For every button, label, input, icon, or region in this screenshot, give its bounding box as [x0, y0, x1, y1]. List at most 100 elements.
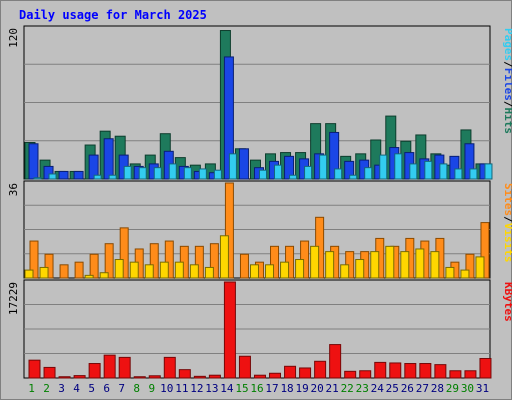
bar-visits-sites-14: [219, 235, 229, 279]
bar-hits-pages-5: [93, 174, 102, 180]
bar-kbytes-kbytes-19: [299, 367, 312, 379]
bar-kbytes-kbytes-10: [163, 356, 176, 379]
bar-kbytes-kbytes-12: [193, 375, 206, 379]
ymax-label-hits: 120: [7, 28, 20, 48]
bar-hits-files-1: [28, 143, 39, 180]
bar-hits-pages-18: [289, 174, 298, 180]
x-tick-label-5: 5: [88, 382, 95, 395]
bar-visits-visits-9: [149, 243, 159, 279]
bar-hits-files-6: [103, 138, 114, 180]
bar-visits-sites-22: [340, 264, 350, 279]
right-label-part: Visits: [502, 223, 512, 263]
bar-visits-sites-8: [129, 261, 139, 279]
bar-visits-sites-26: [400, 251, 410, 279]
bar-kbytes-kbytes-27: [419, 363, 432, 379]
x-tick-label-27: 27: [416, 382, 429, 395]
bar-visits-visits-4: [74, 261, 84, 279]
x-tick-label-10: 10: [160, 382, 173, 395]
x-tick-label-15: 15: [235, 382, 248, 395]
bar-hits-pages-2: [48, 173, 57, 180]
x-tick-label-13: 13: [205, 382, 218, 395]
bar-visits-sites-24: [370, 251, 380, 279]
bar-kbytes-kbytes-13: [208, 374, 221, 379]
x-tick-label-1: 1: [28, 382, 35, 395]
right-label-part: KBytes: [502, 282, 512, 322]
bar-hits-pages-1: [33, 177, 42, 180]
bar-visits-visits-13: [209, 243, 219, 279]
panel-visits: 36 Sites/Visits: [7, 180, 512, 279]
x-tick-label-17: 17: [265, 382, 278, 395]
x-tick-label-23: 23: [356, 382, 369, 395]
bar-kbytes-kbytes-28: [434, 364, 447, 379]
bar-kbytes-kbytes-22: [344, 370, 357, 379]
bar-visits-sites-31: [475, 256, 485, 279]
bar-hits-pages-27: [424, 160, 433, 180]
x-tick-label-8: 8: [133, 382, 140, 395]
bar-kbytes-kbytes-23: [359, 370, 372, 379]
bar-visits-sites-21: [325, 251, 335, 279]
panel-kbytes: 17229 KBytes: [7, 279, 512, 379]
bar-visits-sites-1: [24, 269, 34, 279]
right-label-part: Files: [502, 68, 512, 101]
bar-kbytes-kbytes-16: [253, 374, 266, 379]
bar-hits-pages-20: [319, 154, 328, 180]
bar-visits-visits-1: [29, 240, 39, 279]
bar-visits-visits-12: [194, 245, 204, 279]
x-tick-label-25: 25: [386, 382, 399, 395]
bar-hits-pages-13: [213, 169, 222, 180]
bar-visits-sites-11: [174, 261, 184, 279]
bar-visits-sites-18: [280, 261, 290, 279]
bar-hits-pages-26: [409, 163, 418, 180]
bar-kbytes-kbytes-30: [464, 370, 477, 379]
bar-hits-pages-16: [258, 169, 267, 180]
bar-visits-sites-20: [310, 245, 320, 279]
bar-visits-visits-3: [59, 264, 69, 279]
right-label-part: Hits: [502, 108, 512, 135]
bar-hits-files-4: [73, 170, 84, 180]
bar-hits-pages-24: [379, 154, 388, 180]
bar-visits-sites-27: [415, 248, 425, 279]
bar-hits-pages-21: [334, 168, 343, 180]
bar-hits-pages-29: [454, 168, 463, 180]
bar-visits-sites-23: [355, 259, 365, 279]
bar-kbytes-kbytes-1: [28, 359, 41, 379]
bar-visits-sites-28: [430, 251, 440, 279]
ymax-label-kbytes: 17229: [7, 282, 20, 315]
bar-kbytes-kbytes-8: [133, 376, 146, 379]
bar-visits-visits-14: [224, 182, 234, 279]
bar-visits-visits-31: [480, 222, 490, 279]
bar-hits-pages-9: [153, 167, 162, 180]
bar-visits-sites-9: [144, 264, 154, 279]
bar-hits-pages-25: [394, 153, 403, 180]
right-label-part: Pages: [502, 28, 512, 61]
bar-hits-pages-23: [364, 167, 373, 180]
right-label-part: /: [502, 101, 512, 108]
bar-kbytes-kbytes-3: [58, 376, 71, 379]
bar-visits-sites-7: [114, 259, 124, 279]
ymax-label-visits: 36: [7, 183, 20, 196]
bar-kbytes-kbytes-24: [374, 361, 387, 379]
bar-hits-pages-14: [228, 153, 237, 180]
x-tick-label-14: 14: [220, 382, 234, 395]
bar-hits-pages-6: [108, 174, 117, 180]
bar-hits-files-3: [58, 170, 69, 180]
bar-visits-sites-29: [445, 266, 455, 279]
bar-hits-pages-31: [484, 163, 493, 180]
bar-visits-sites-6: [99, 272, 109, 279]
right-label-visits: Sites/Visits: [502, 183, 512, 263]
bar-kbytes-kbytes-25: [389, 362, 402, 379]
bar-kbytes-kbytes-26: [404, 363, 417, 379]
bar-visits-sites-25: [385, 245, 395, 279]
bar-hits-pages-22: [349, 174, 358, 180]
bar-kbytes-kbytes-4: [73, 375, 86, 379]
bar-kbytes-kbytes-5: [88, 363, 101, 379]
x-tick-label-6: 6: [103, 382, 110, 395]
x-tick-label-4: 4: [73, 382, 80, 395]
x-tick-label-24: 24: [371, 382, 385, 395]
x-tick-label-2: 2: [43, 382, 50, 395]
right-label-part: /: [502, 61, 512, 68]
x-tick-label-31: 31: [476, 382, 489, 395]
x-tick-label-12: 12: [190, 382, 203, 395]
bar-kbytes-kbytes-17: [269, 372, 282, 379]
